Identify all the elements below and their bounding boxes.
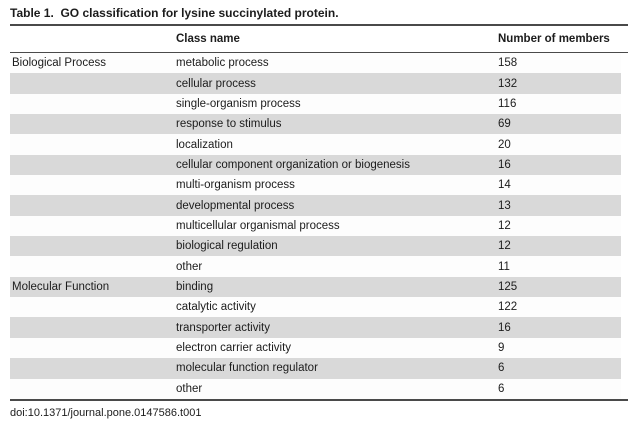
table-row: other 6 <box>10 378 621 399</box>
class-cell: multi-organism process <box>176 179 295 192</box>
members-cell: 16 <box>498 321 511 334</box>
members-cell: 122 <box>498 301 518 314</box>
table-row: cellular process 132 <box>10 73 621 94</box>
table-row: Biological Process metabolic process 158 <box>10 53 621 74</box>
table-row: single-organism process 116 <box>10 93 621 115</box>
table-row: cellular component organization or bioge… <box>10 154 621 176</box>
members-cell: 16 <box>498 158 511 171</box>
members-cell: 12 <box>498 219 511 232</box>
members-cell: 69 <box>498 118 511 131</box>
class-cell: metabolic process <box>176 57 269 70</box>
column-header-class-name: Class name <box>176 33 240 45</box>
members-cell: 11 <box>498 260 510 273</box>
members-cell: 13 <box>498 199 511 212</box>
class-cell: cellular process <box>176 77 256 90</box>
doi-text: doi:10.1371/journal.pone.0147586.t001 <box>10 406 202 419</box>
class-cell: other <box>176 382 203 395</box>
table-row: developmental process 13 <box>10 195 621 216</box>
table-row: response to stimulus 69 <box>10 114 621 135</box>
table-row: biological regulation 12 <box>10 236 621 257</box>
table-row: other 11 <box>10 256 621 277</box>
column-header-members: Number of members <box>498 33 610 45</box>
class-cell: transporter activity <box>176 321 270 334</box>
class-cell: other <box>176 260 203 273</box>
members-cell: 116 <box>498 97 517 110</box>
members-cell: 6 <box>498 382 505 395</box>
class-cell: multicellular organismal process <box>176 219 340 232</box>
table-body: Biological Process metabolic process 158… <box>10 53 628 399</box>
class-cell: response to stimulus <box>176 118 282 131</box>
members-cell: 12 <box>498 240 511 253</box>
table-row: electron carrier activity 9 <box>10 337 621 359</box>
members-cell: 20 <box>498 138 511 151</box>
category-cell: Molecular Function <box>12 280 110 293</box>
class-cell: molecular function regulator <box>176 362 318 375</box>
category-cell: Biological Process <box>12 57 106 70</box>
table-row: transporter activity 16 <box>10 317 621 338</box>
class-cell: cellular component organization or bioge… <box>176 158 410 171</box>
table-row: catalytic activity 122 <box>10 297 621 318</box>
table-row: Molecular Function binding 125 <box>10 276 621 298</box>
table-row: molecular function regulator 6 <box>10 358 621 379</box>
members-cell: 158 <box>498 57 518 70</box>
class-cell: developmental process <box>176 199 295 212</box>
members-cell: 132 <box>498 77 518 90</box>
table-title: Table 1. GO classification for lysine su… <box>10 6 339 20</box>
members-cell: 14 <box>498 179 511 192</box>
divider-header <box>10 52 628 53</box>
members-cell: 9 <box>498 341 505 354</box>
members-cell: 125 <box>498 280 518 293</box>
table-header-row: Class name Number of members <box>10 26 628 52</box>
class-cell: binding <box>176 280 214 293</box>
table-container: Table 1. GO classification for lysine su… <box>10 0 628 419</box>
divider-bottom <box>10 398 628 401</box>
members-cell: 6 <box>498 362 505 375</box>
class-cell: localization <box>176 138 233 151</box>
table-row: localization 20 <box>10 134 621 155</box>
class-cell: single-organism process <box>176 97 301 110</box>
divider-top <box>10 24 628 26</box>
class-cell: biological regulation <box>176 240 278 253</box>
table-row: multi-organism process 14 <box>10 175 621 196</box>
table-row: multicellular organismal process 12 <box>10 215 621 237</box>
class-cell: catalytic activity <box>176 301 256 314</box>
class-cell: electron carrier activity <box>176 341 292 354</box>
